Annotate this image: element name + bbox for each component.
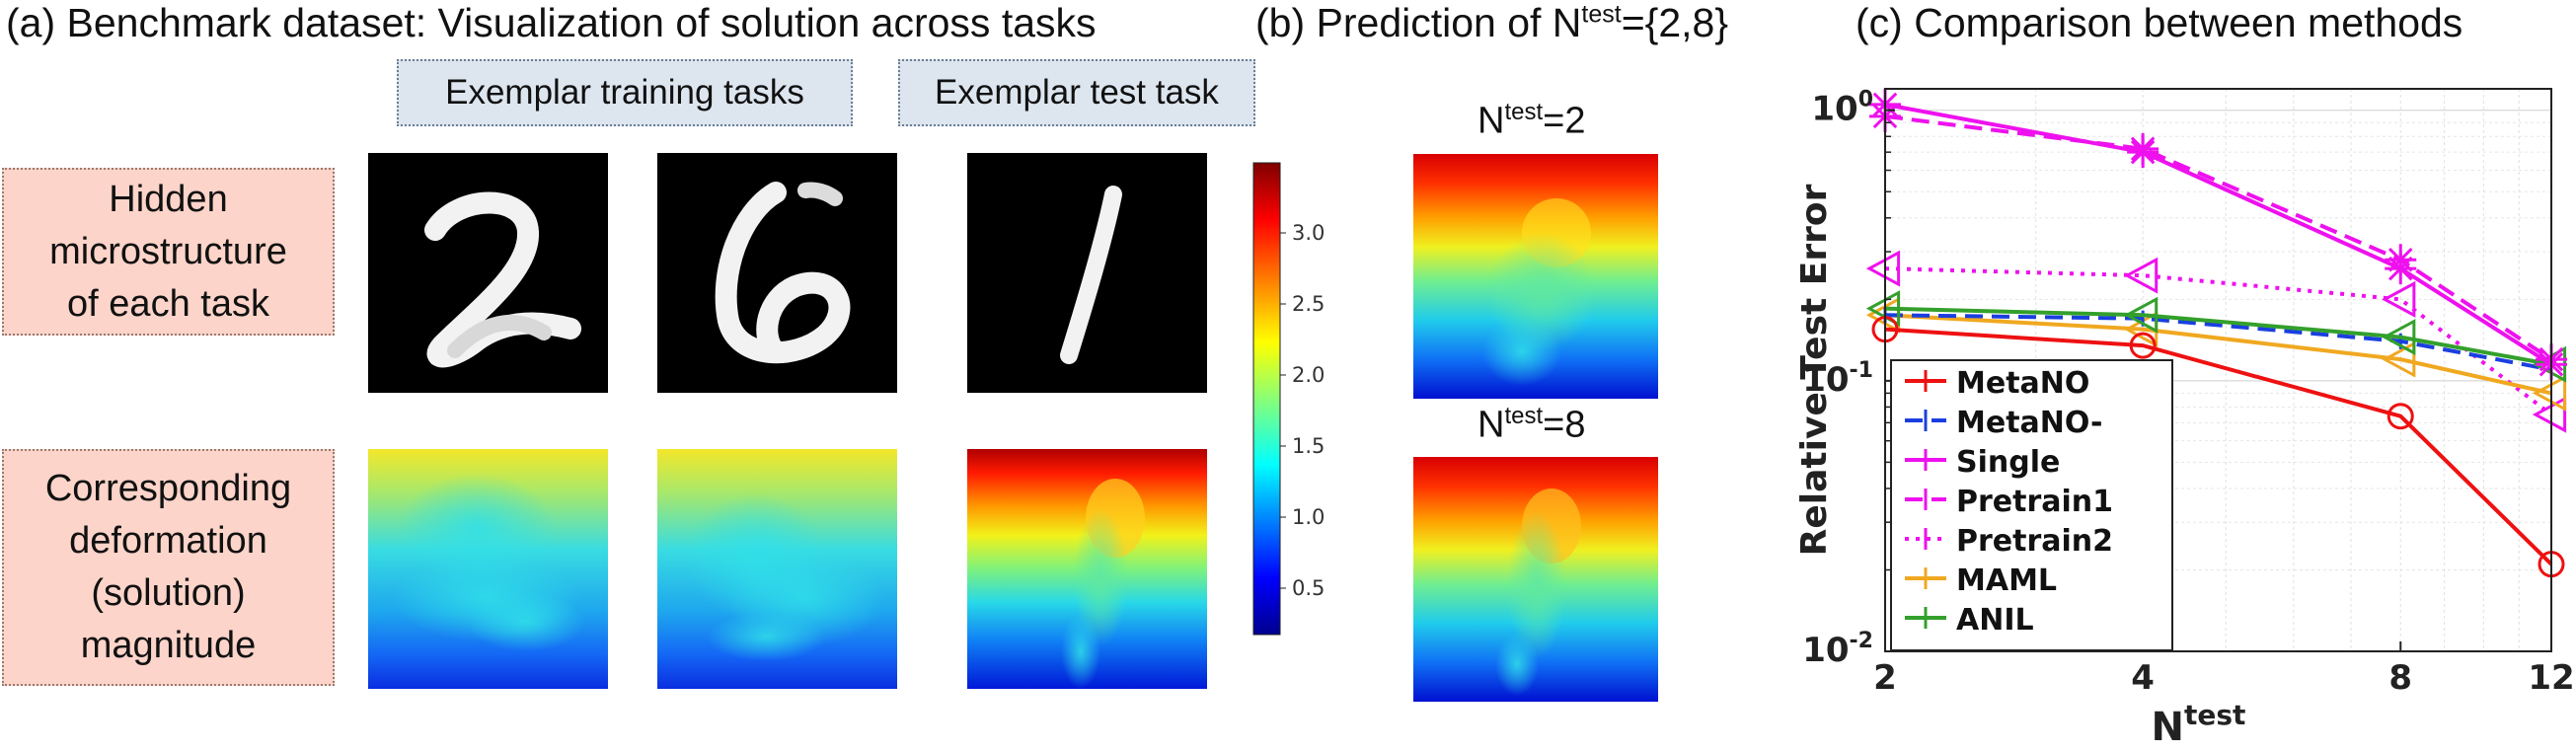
legend-entry: ANIL: [1905, 603, 2034, 638]
legend-label: Pretrain2: [1956, 524, 2113, 559]
chart-legend: MetaNO MetaNO- Single Pretrain1 Pretrain2 MAM…: [1890, 359, 2173, 651]
data-point: [2123, 296, 2159, 334]
legend-entry: Pretrain2: [1905, 524, 2113, 559]
colorbar-tick: 2.5: [1292, 292, 1325, 316]
legend-entry: Single: [1905, 445, 2060, 480]
colorbar: 3.0 2.5 2.0 1.5 1.0 0.5: [1252, 162, 1325, 636]
data-point: [2387, 403, 2414, 430]
chart-axes: 2 4 8 12 100 10-1 10-2 Relative Test Error Ntest: [1794, 88, 2575, 750]
x-tick-label: 8: [2388, 658, 2412, 698]
deformation-field-test: [967, 449, 1207, 689]
legend-label: MAML: [1956, 564, 2057, 598]
deformation-field-train-2: [657, 449, 897, 689]
legend-box: [1890, 359, 2173, 651]
series-line: [1884, 102, 2553, 366]
chart-grid: [1884, 89, 2552, 652]
series-line: [1884, 306, 2552, 367]
x-tick-label: 4: [2131, 658, 2155, 698]
data-point: [2123, 257, 2159, 294]
microstructure-digit-6: [657, 153, 897, 393]
panel-b-title-sup: test: [1581, 0, 1622, 29]
microstructure-digit-1: [967, 153, 1207, 393]
microstructure-digit-2: [368, 153, 608, 393]
legend-entry: MetaNO-: [1905, 406, 2102, 440]
row2-label: Corresponding deformation (solution) mag…: [2, 449, 335, 686]
data-point: [2382, 319, 2416, 356]
comparison-chart: 2 4 8 12 100 10-1 10-2 Relative Test Error Ntest…: [1794, 88, 2575, 750]
data-point: [2127, 136, 2159, 169]
x-tick-label: 2: [1873, 658, 1897, 698]
x-axis-label: Ntest: [2152, 699, 2246, 750]
data-point: [2382, 340, 2416, 378]
colorbar-tick: 1.5: [1292, 434, 1325, 458]
legend-entry: MAML: [1905, 564, 2057, 598]
row1-label: Hidden microstructure of each task: [2, 168, 335, 336]
series-line: [1884, 113, 2553, 361]
legend-entry: MetaNO: [1905, 366, 2089, 401]
legend-label: Single: [1956, 445, 2060, 480]
panel-c-title-text: Comparison between methods: [1914, 0, 2463, 45]
legend-label: MetaNO: [1956, 366, 2089, 401]
prediction-field-n8: [1413, 457, 1658, 702]
series-line: [1884, 313, 2552, 372]
prediction-field-n2: [1413, 154, 1658, 399]
plot-frame: [1884, 88, 2552, 652]
data-point: [1865, 250, 1901, 287]
panel-b-title: (b) Prediction of Ntest={2,8}: [1255, 0, 1728, 46]
data-point: [2532, 396, 2567, 433]
colorbar-tick: 2.0: [1292, 363, 1325, 387]
prediction-n8-label: Ntest=8: [1477, 403, 1586, 446]
legend-label: Pretrain1: [1956, 485, 2113, 519]
test-task-label: Exemplar test task: [898, 59, 1255, 126]
training-tasks-label: Exemplar training tasks: [397, 59, 853, 126]
legend-label: MetaNO-: [1956, 406, 2102, 440]
y-axis-label: Relative Test Error: [1794, 184, 1835, 556]
y-tick-label: 10-2: [1802, 629, 1873, 670]
panel-b-letter: (b): [1255, 0, 1306, 45]
data-point: [2129, 332, 2157, 359]
x-tick-label: 12: [2528, 658, 2574, 698]
prediction-n2-label: Ntest=2: [1477, 99, 1586, 142]
panel-c-title: (c) Comparison between methods: [1856, 0, 2462, 46]
panel-c-letter: (c): [1856, 0, 1903, 45]
panel-b-title-prefix: Prediction of N: [1316, 0, 1582, 45]
panel-a-letter: (a): [6, 0, 56, 45]
colorbar-tick: 0.5: [1292, 576, 1325, 600]
panel-a-title-text: Benchmark dataset: Visualization of solu…: [66, 0, 1097, 45]
deformation-field-train-1: [368, 449, 608, 689]
y-tick-label: 100: [1811, 88, 1873, 129]
data-point: [2532, 374, 2567, 412]
colorbar-tick: 1.0: [1292, 505, 1325, 529]
legend-entry: Pretrain1: [1905, 485, 2113, 519]
y-tick-label: 10-1: [1802, 358, 1873, 400]
panel-a-title: (a) Benchmark dataset: Visualization of …: [6, 0, 1097, 46]
series-line: [1884, 327, 2553, 566]
legend-label: ANIL: [1956, 603, 2034, 638]
series-line: [1884, 313, 2552, 396]
colorbar-tick: 3.0: [1292, 221, 1325, 245]
panel-b-title-suffix: ={2,8}: [1621, 0, 1729, 45]
data-point: [2382, 280, 2416, 318]
data-point: [2385, 253, 2417, 285]
